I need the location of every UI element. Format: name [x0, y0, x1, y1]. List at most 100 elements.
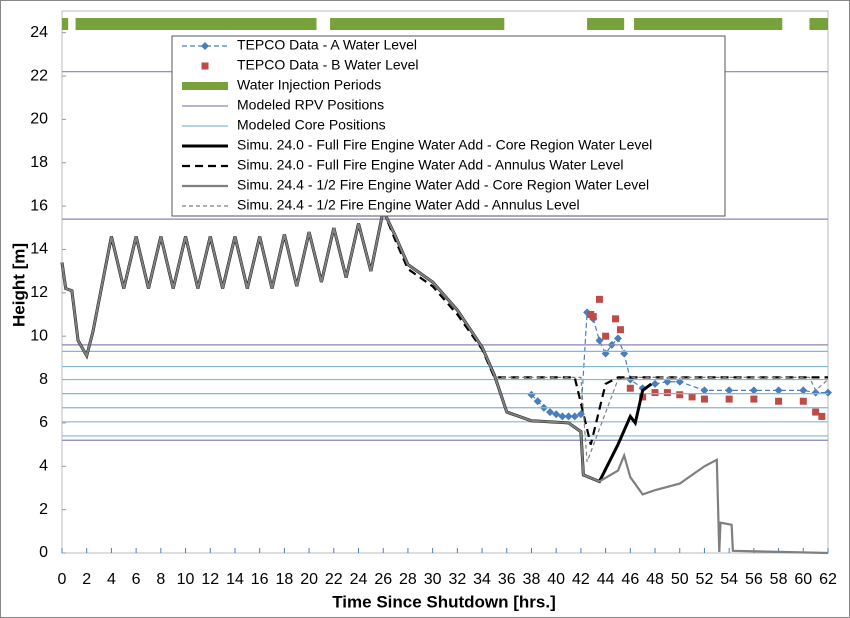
x-tick-label: 54: [720, 571, 738, 588]
legend-label: TEPCO Data - A Water Level: [237, 37, 417, 53]
marker: [799, 386, 808, 395]
x-tick-label: 44: [597, 571, 615, 588]
injection-period: [330, 18, 505, 31]
x-tick-label: 52: [696, 571, 714, 588]
x-tick-label: 18: [275, 571, 293, 588]
marker: [799, 397, 807, 405]
x-tick-label: 32: [448, 571, 466, 588]
series-line: [494, 376, 829, 463]
marker: [651, 389, 659, 397]
x-tick-label: 6: [132, 571, 141, 588]
injection-period: [62, 18, 69, 31]
y-tick-label: 24: [30, 24, 48, 41]
marker: [611, 315, 619, 323]
x-tick-label: 40: [547, 571, 565, 588]
marker: [616, 326, 624, 334]
series-line: [382, 210, 828, 445]
injection-period: [75, 18, 317, 31]
x-tick-label: 2: [82, 571, 91, 588]
marker: [700, 386, 709, 395]
x-tick-label: 38: [523, 571, 541, 588]
legend-label: Modeled Core Positions: [237, 117, 386, 133]
x-tick-label: 30: [424, 571, 442, 588]
series-line: [60, 207, 829, 555]
legend-label: Simu. 24.4 - 1/2 Fire Engine Water Add -…: [237, 197, 580, 213]
legend-label: TEPCO Data - B Water Level: [237, 57, 419, 73]
y-tick-label: 22: [30, 67, 48, 84]
x-tick-label: 58: [770, 571, 788, 588]
y-tick-label: 18: [30, 154, 48, 171]
y-tick-label: 20: [30, 111, 48, 128]
marker: [824, 388, 832, 397]
marker: [688, 393, 696, 401]
marker: [663, 389, 671, 397]
legend-label: Simu. 24.0 - Full Fire Engine Water Add …: [237, 157, 623, 173]
marker: [552, 410, 561, 419]
marker: [546, 408, 555, 417]
x-tick-label: 24: [350, 571, 368, 588]
legend-label: Simu. 24.0 - Full Fire Engine Water Add …: [237, 137, 652, 153]
marker: [595, 336, 604, 345]
legend-swatch: [182, 82, 228, 90]
x-tick-label: 8: [156, 571, 165, 588]
marker: [676, 391, 684, 399]
x-tick-label: 22: [325, 571, 343, 588]
marker: [812, 408, 820, 416]
x-tick-label: 60: [794, 571, 812, 588]
y-tick-label: 0: [39, 544, 48, 561]
x-tick-label: 56: [745, 571, 763, 588]
marker: [613, 334, 622, 343]
marker: [811, 388, 820, 397]
series-line: [531, 310, 828, 418]
marker: [749, 386, 758, 395]
y-tick-label: 8: [39, 371, 48, 388]
y-axis-label: Height [m]: [9, 243, 28, 327]
marker: [651, 379, 660, 388]
y-tick-label: 14: [30, 241, 48, 258]
injection-period: [809, 18, 828, 31]
x-tick-label: 14: [226, 571, 244, 588]
marker: [602, 332, 610, 340]
x-tick-label: 34: [473, 571, 491, 588]
x-tick-label: 26: [374, 571, 392, 588]
marker: [589, 313, 597, 321]
marker: [750, 395, 758, 403]
marker: [558, 412, 567, 421]
legend-swatch: [201, 42, 209, 50]
marker: [700, 395, 708, 403]
injection-period: [587, 18, 625, 31]
y-tick-label: 4: [39, 457, 48, 474]
y-tick-label: 10: [30, 327, 48, 344]
injection-period: [634, 18, 783, 31]
x-tick-label: 46: [621, 571, 639, 588]
x-tick-label: 62: [819, 571, 837, 588]
legend-label: Modeled RPV Positions: [237, 97, 384, 113]
legend-swatch: [201, 62, 209, 70]
y-tick-label: 2: [39, 501, 48, 518]
marker: [533, 397, 542, 406]
marker: [626, 384, 634, 392]
marker: [564, 412, 573, 421]
marker: [527, 390, 536, 399]
plot-area: [61, 10, 829, 554]
x-tick-label: 36: [498, 571, 516, 588]
legend-label: Simu. 24.4 - 1/2 Fire Engine Water Add -…: [237, 177, 649, 193]
y-tick-label: 16: [30, 197, 48, 214]
marker: [774, 386, 783, 395]
marker: [725, 386, 734, 395]
marker: [775, 397, 783, 405]
x-tick-label: 16: [251, 571, 269, 588]
x-tick-label: 28: [399, 571, 417, 588]
x-tick-label: 12: [201, 571, 219, 588]
legend-label: Water Injection Periods: [237, 77, 381, 93]
marker: [595, 295, 603, 303]
marker: [818, 412, 826, 420]
legend-box: [171, 35, 726, 217]
x-tick-label: 50: [671, 571, 689, 588]
x-tick-label: 48: [646, 571, 664, 588]
marker: [570, 412, 579, 421]
x-tick-label: 42: [572, 571, 590, 588]
x-axis-label: Time Since Shutdown [hrs.]: [332, 592, 556, 611]
x-tick-label: 20: [300, 571, 318, 588]
